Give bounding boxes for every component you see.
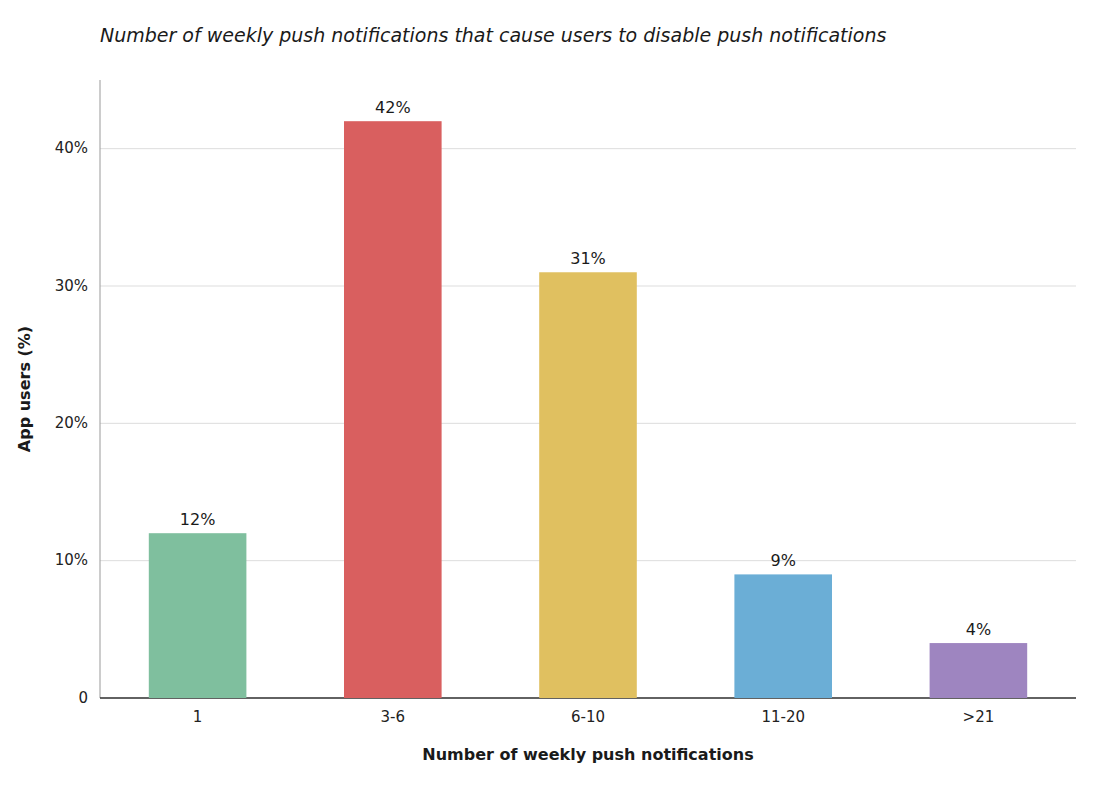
- bar: [930, 643, 1028, 698]
- bar: [734, 574, 832, 698]
- y-axis-label: App users (%): [15, 326, 34, 452]
- y-tick-label: 20%: [55, 414, 88, 432]
- data-label: 31%: [570, 249, 606, 268]
- data-label: 4%: [966, 620, 991, 639]
- y-tick-label: 10%: [55, 551, 88, 569]
- data-label: 12%: [180, 510, 216, 529]
- y-axis-line: [100, 80, 101, 698]
- x-tick-label: 3-6: [381, 708, 406, 726]
- data-label: 42%: [375, 98, 411, 117]
- bar: [149, 533, 247, 698]
- data-labels: 12% 42% 31% 9% 4%: [180, 98, 991, 639]
- grid-line: [100, 148, 1076, 149]
- x-tick-label: 11-20: [761, 708, 805, 726]
- axes: 0 10% 20% 30% 40% 1 3-6 6-10 11-20 >21: [55, 80, 1076, 726]
- chart-svg: 0 10% 20% 30% 40% 1 3-6 6-10 11-20 >21 12% 42% 31% 9%…: [0, 0, 1116, 788]
- grid: [100, 149, 1076, 698]
- title: Number of weekly push notifications that…: [100, 24, 886, 46]
- y-tick-label: 0: [78, 689, 88, 707]
- bar: [539, 272, 637, 698]
- y-tick-label: 30%: [55, 277, 88, 295]
- y-tick-label: 40%: [55, 139, 88, 157]
- x-tick-label: 6-10: [571, 708, 605, 726]
- x-tick-label: >21: [963, 708, 995, 726]
- bars: [149, 121, 1027, 698]
- x-tick-label: 1: [193, 708, 203, 726]
- bar: [344, 121, 442, 698]
- chart-container: 0 10% 20% 30% 40% 1 3-6 6-10 11-20 >21 12% 42% 31% 9%…: [0, 0, 1116, 788]
- x-axis-label: Number of weekly push notifications: [422, 745, 753, 764]
- data-label: 9%: [771, 551, 796, 570]
